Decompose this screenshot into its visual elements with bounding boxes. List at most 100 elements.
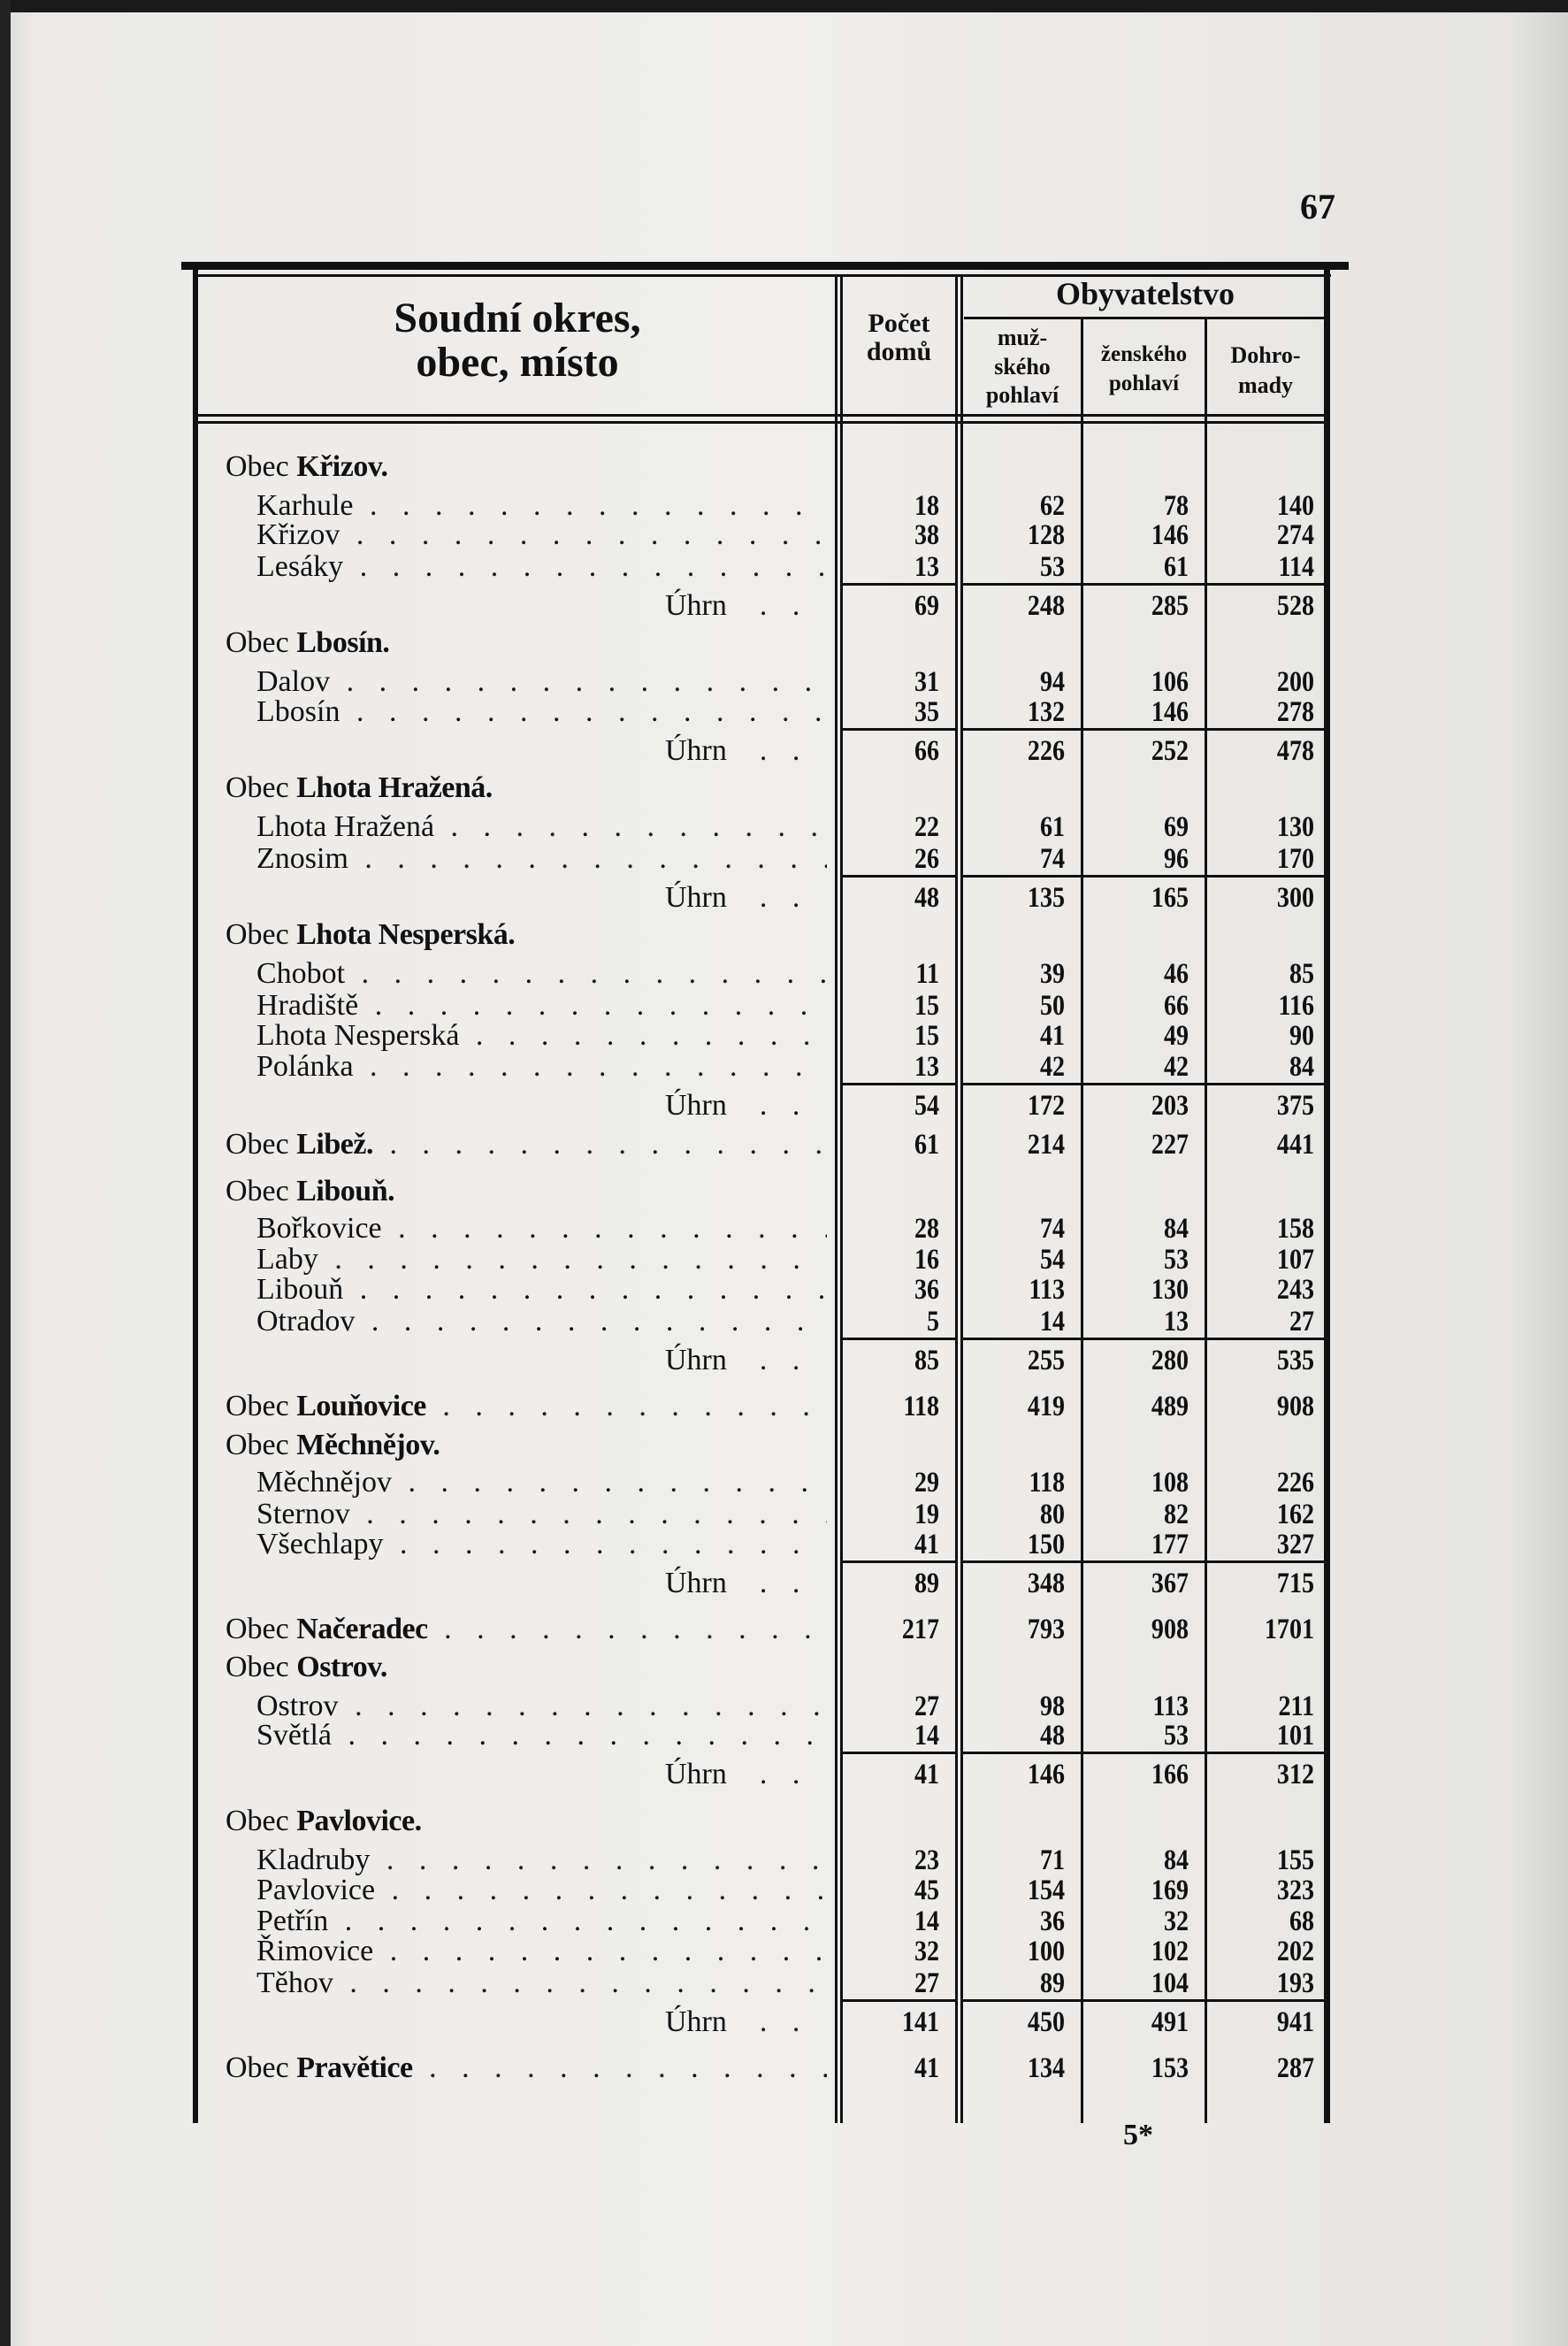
- houses-value: 69: [914, 590, 939, 622]
- female-value: 146: [1151, 519, 1189, 551]
- obec-name: Obec Měchnějov.: [226, 1428, 827, 1463]
- dot-leader: . .: [726, 1567, 809, 1599]
- total-value: 715: [1276, 1568, 1314, 1599]
- place-label: Libouň: [256, 1273, 344, 1306]
- table-row-single: Obec Louňovice . . . . . . . . . . . . .…: [0, 1389, 1568, 1424]
- female-value: 61: [1163, 551, 1189, 583]
- houses-value: 14: [914, 1720, 939, 1752]
- dot-leader: . . . . . . . . . . . . . . . . . . . . …: [355, 1690, 827, 1722]
- total-rule: [1083, 1560, 1205, 1563]
- table-row-total: Úhrn . . 54 172 203 375: [0, 1088, 1568, 1123]
- male-value: 74: [1039, 843, 1065, 875]
- total-text: Úhrn: [665, 1344, 727, 1376]
- place-name: Znosim . . . . . . . . . . . . . . . . .…: [256, 841, 827, 877]
- place-name: Lhota Hražená . . . . . . . . . . . . . …: [256, 809, 827, 845]
- place-name: Laby . . . . . . . . . . . . . . . . . .…: [256, 1242, 827, 1277]
- table-row-group: Obec Lhota Hražená.: [0, 770, 1568, 806]
- table-row-item: Bořkovice . . . . . . . . . . . . . . . …: [0, 1211, 1568, 1246]
- female-value: 166: [1151, 1759, 1189, 1790]
- total-value: 130: [1276, 811, 1314, 843]
- dot-leader: . . . . . . . . . . . . . . . . . . . . …: [386, 1844, 827, 1876]
- table-row-item: Ostrov . . . . . . . . . . . . . . . . .…: [0, 1689, 1568, 1724]
- table-row-total: Úhrn . . 141 450 491 941: [0, 2005, 1568, 2040]
- obec-prefix: Obec: [226, 1175, 289, 1208]
- place-name: Otradov . . . . . . . . . . . . . . . . …: [256, 1304, 827, 1339]
- female-value: 491: [1151, 2006, 1189, 2038]
- total-text: Úhrn: [665, 589, 727, 622]
- obec-name: Obec Křizov.: [226, 449, 827, 485]
- place-label: Lbosín: [256, 695, 340, 728]
- male-value: 54: [1039, 1244, 1065, 1276]
- obec-label: Načeradec: [296, 1613, 428, 1645]
- total-text: Úhrn: [665, 2005, 727, 2038]
- total-value: 243: [1276, 1274, 1314, 1306]
- table-row-item: Světlá . . . . . . . . . . . . . . . . .…: [0, 1718, 1568, 1753]
- dot-leader: . . . . . . . . . . . . . . . . . . . . …: [364, 842, 827, 875]
- place-name: Světlá . . . . . . . . . . . . . . . . .…: [256, 1718, 827, 1753]
- male-value: 36: [1039, 1905, 1065, 1937]
- col-line: [840, 277, 843, 2123]
- header-text: muž-: [997, 325, 1048, 350]
- female-value: 177: [1151, 1529, 1189, 1560]
- total-value: 375: [1276, 1090, 1314, 1122]
- obec-label: Libež.: [296, 1128, 373, 1161]
- male-value: 71: [1039, 1844, 1065, 1876]
- male-value: 100: [1027, 1936, 1065, 1967]
- male-value: 113: [1029, 1274, 1065, 1306]
- obec-prefix: Obec: [226, 1805, 289, 1837]
- table-row-single: Obec Libež. . . . . . . . . . . . . . . …: [0, 1127, 1568, 1162]
- obec-label: Louňovice: [296, 1390, 426, 1422]
- table-row-item: Všechlapy . . . . . . . . . . . . . . . …: [0, 1527, 1568, 1562]
- place-label: Pavlovice: [256, 1874, 376, 1906]
- houses-value: 61: [914, 1129, 939, 1161]
- houses-value: 15: [914, 990, 939, 1022]
- houses-value: 35: [914, 696, 939, 728]
- total-rule: [1207, 728, 1324, 731]
- dot-leader: . . . . . . . . . . . . . . . . . . . . …: [344, 1905, 827, 1937]
- table-row-item: Křizov . . . . . . . . . . . . . . . . .…: [0, 518, 1568, 553]
- male-value: 348: [1027, 1568, 1065, 1599]
- total-rule: [963, 583, 1081, 586]
- total-rule: [843, 1999, 955, 2002]
- table-row-group: Obec Libouň.: [0, 1174, 1568, 1209]
- obec-name: Obec Louňovice . . . . . . . . . . . . .…: [226, 1389, 827, 1424]
- table-row-item: Libouň . . . . . . . . . . . . . . . . .…: [0, 1272, 1568, 1307]
- total-value: 323: [1276, 1874, 1314, 1906]
- table-row-total: Úhrn . . 66 226 252 478: [0, 733, 1568, 769]
- dot-leader: . . . . . . . . . . . . . . . . . . . . …: [374, 989, 827, 1022]
- obec-prefix: Obec: [226, 450, 289, 483]
- table-row-item: Sternov . . . . . . . . . . . . . . . . …: [0, 1497, 1568, 1532]
- total-value: 68: [1289, 1905, 1314, 1937]
- male-value: 214: [1027, 1129, 1065, 1161]
- houses-value: 13: [914, 1051, 939, 1083]
- dot-leader: . . . . . . . . . . . . . . . . . . . . …: [444, 1613, 827, 1645]
- houses-value: 217: [901, 1614, 939, 1645]
- total-value: 107: [1276, 1244, 1314, 1276]
- place-label: Karhule: [256, 489, 354, 522]
- table-row-item: Měchnějov . . . . . . . . . . . . . . . …: [0, 1465, 1568, 1500]
- table-row-item: Chobot . . . . . . . . . . . . . . . . .…: [0, 956, 1568, 992]
- total-rule: [843, 1083, 955, 1085]
- dot-leader: . . . . . . . . . . . . . . . . . . . . …: [361, 957, 827, 990]
- male-value: 50: [1039, 990, 1065, 1022]
- table-row-total: Úhrn . . 69 248 285 528: [0, 588, 1568, 624]
- dot-leader: . . . . . . . . . . . . . . . . . . . . …: [370, 489, 827, 522]
- dot-leader: . . . . . . . . . . . . . . . . . . . . …: [475, 1019, 827, 1052]
- place-label: Sternov: [256, 1498, 350, 1530]
- place-name: Petřín . . . . . . . . . . . . . . . . .…: [256, 1904, 827, 1939]
- male-value: 61: [1039, 811, 1065, 843]
- place-label: Měchnějov: [256, 1466, 392, 1499]
- houses-value: 41: [914, 1529, 939, 1560]
- female-value: 13: [1163, 1306, 1189, 1338]
- header-male: muž- ského pohlaví: [964, 324, 1081, 410]
- dot-leader: . .: [726, 881, 809, 914]
- table-row-single: Obec Načeradec . . . . . . . . . . . . .…: [0, 1612, 1568, 1647]
- header-rule-2: [198, 421, 1326, 424]
- total-value: 90: [1289, 1020, 1314, 1052]
- scan-edge-top: [0, 0, 1568, 12]
- col-line: [955, 277, 958, 2123]
- obec-label: Libouň.: [296, 1175, 395, 1208]
- dot-leader: . . . . . . . . . . . . . . . . . . . . …: [349, 1966, 827, 1999]
- female-value: 69: [1163, 811, 1189, 843]
- female-value: 153: [1151, 2052, 1189, 2084]
